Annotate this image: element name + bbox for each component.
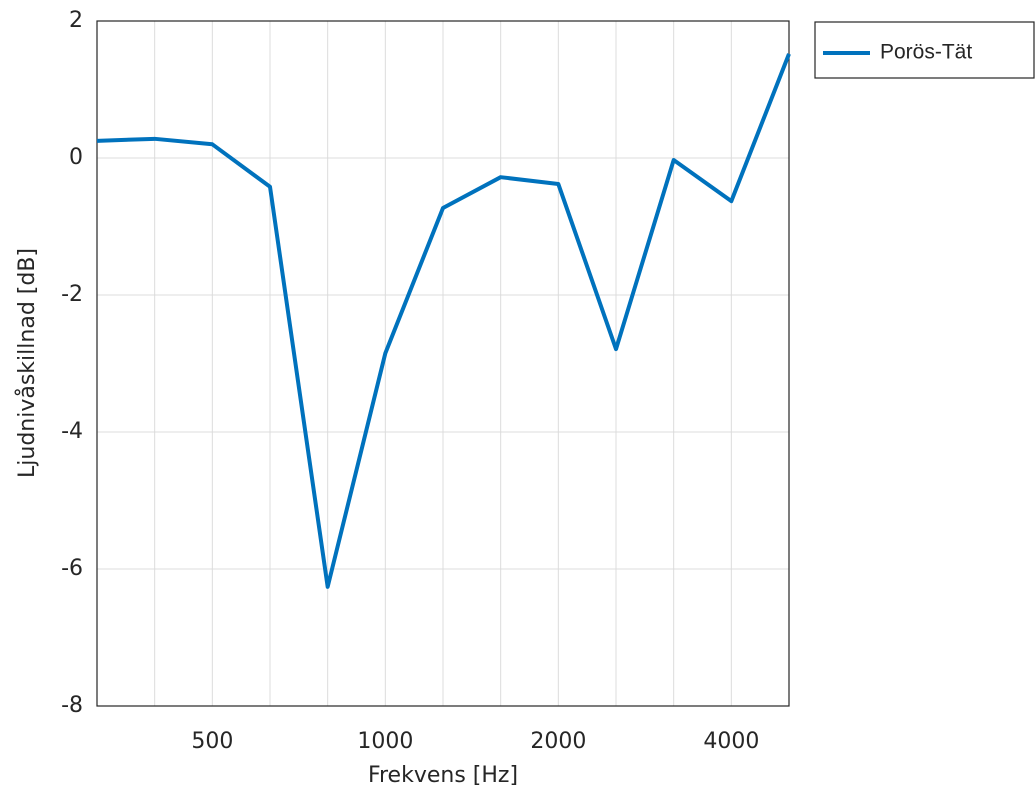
y-tick-label: -2 [61,282,83,307]
plot-frame [96,20,790,707]
x-tick-label: 4000 [703,729,759,754]
legend-label: Porös-Tät [880,41,972,64]
x-tick-label: 1000 [357,729,413,754]
y-tick-label: -8 [61,693,83,718]
x-axis-label: Frekvens [Hz] [368,763,518,788]
y-tick-label: -4 [61,419,83,444]
y-tick-label: 0 [69,145,83,170]
legend-box [814,21,1035,79]
data-line [96,53,791,589]
x-tick-label: 500 [191,729,233,754]
y-tick-label: 2 [69,8,83,33]
y-axis-label: Ljudnivåskillnad [dB] [14,248,40,478]
y-tick-label: -6 [61,556,83,581]
x-tick-label: 2000 [530,729,586,754]
